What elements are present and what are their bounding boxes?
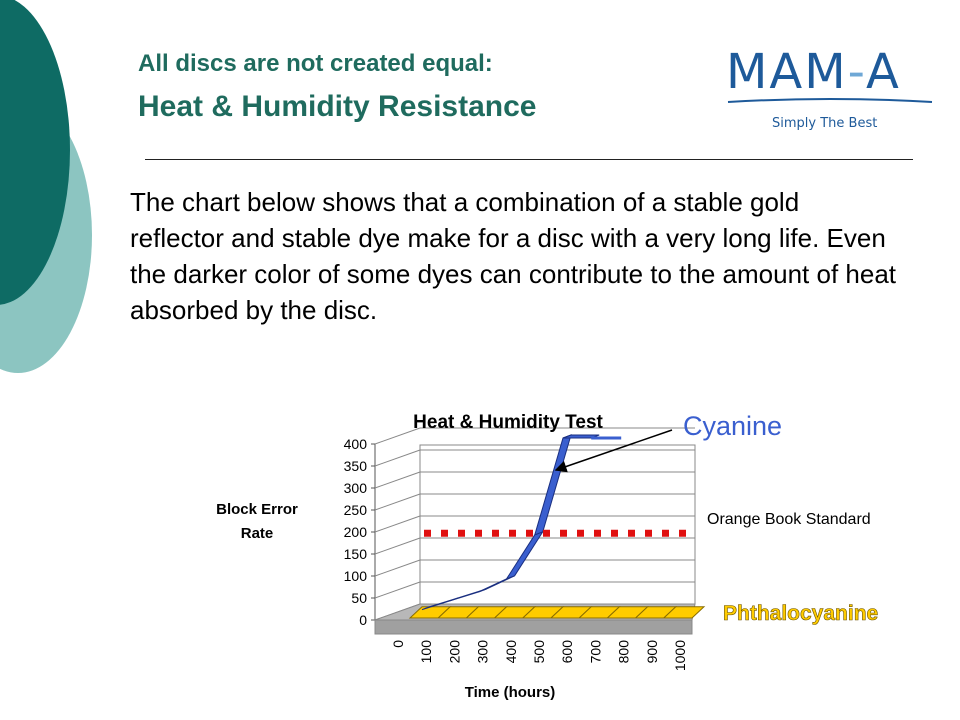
x-tick-label: 700 xyxy=(587,640,603,664)
y-gridline-side xyxy=(374,493,421,511)
logo-tagline: Simply The Best xyxy=(772,116,878,131)
y-tick-label: 200 xyxy=(344,524,368,540)
y-tick-label: 150 xyxy=(344,546,368,562)
x-axis-label: Time (hours) xyxy=(465,684,556,701)
mam-a-logo: MAM-A Simply The Best xyxy=(720,40,940,140)
x-tick-label: 800 xyxy=(616,640,632,664)
x-tick-label: 200 xyxy=(446,640,462,664)
body-paragraph: The chart below shows that a combination… xyxy=(130,187,896,325)
orange-book-standard-label: Orange Book Standard xyxy=(707,511,871,528)
y-gridline-side xyxy=(374,581,421,599)
x-tick-label: 600 xyxy=(559,640,575,664)
y-tick-label: 0 xyxy=(359,612,367,628)
title-divider xyxy=(145,159,913,160)
decoration-dark-circle xyxy=(0,0,70,305)
y-gridline-side xyxy=(374,471,421,489)
x-tick-label: 400 xyxy=(503,640,519,664)
y-gridline-side xyxy=(374,559,421,577)
logo-name-dash: - xyxy=(847,44,866,100)
chart-title: Heat & Humidity Test xyxy=(413,412,603,433)
chart-series xyxy=(408,434,706,619)
logo-name-end: A xyxy=(865,44,901,100)
y-gridline-side xyxy=(374,537,421,555)
phthalocyanine-annotation: Phthalocyanine xyxy=(723,602,878,625)
y-gridline-side xyxy=(374,449,421,467)
y-tick-label: 350 xyxy=(344,458,368,474)
logo-swoosh xyxy=(727,98,933,103)
cyanine-segment xyxy=(562,434,600,439)
x-tick-label: 0 xyxy=(390,640,406,648)
y-tick-label: 100 xyxy=(344,568,368,584)
x-tick-label: 900 xyxy=(644,640,660,664)
cyanine-arrow xyxy=(554,429,673,473)
y-tick-label: 250 xyxy=(344,502,368,518)
slide-title-line1: All discs are not created equal: xyxy=(138,50,493,77)
x-tick-label: 500 xyxy=(531,640,547,664)
y-tick-label: 50 xyxy=(351,590,367,606)
slide-title-line2: Heat & Humidity Resistance xyxy=(138,90,537,123)
cyanine-annotation: Cyanine xyxy=(683,411,782,441)
logo-wordmark: MAM-A xyxy=(726,44,901,100)
y-gridline-side xyxy=(374,427,421,445)
slide-decoration xyxy=(0,0,92,373)
chart-floor-edge xyxy=(374,619,693,635)
phthalocyanine-segment xyxy=(662,606,706,619)
y-tick-label: 300 xyxy=(344,480,368,496)
x-tick-label: 1000 xyxy=(672,640,688,671)
y-axis-label-line1: Block Error xyxy=(216,501,298,518)
chart-text: 0 50 100 150 200 250 300 350 400 0 100 200 300 400 500… xyxy=(216,411,878,701)
x-tick-label: 100 xyxy=(418,640,434,664)
y-tick-label: 400 xyxy=(344,436,368,452)
x-tick-label: 300 xyxy=(475,640,491,664)
y-gridline-side xyxy=(374,515,421,533)
y-axis-label-line2: Rate xyxy=(241,525,274,542)
logo-name-main: MAM xyxy=(726,44,848,100)
